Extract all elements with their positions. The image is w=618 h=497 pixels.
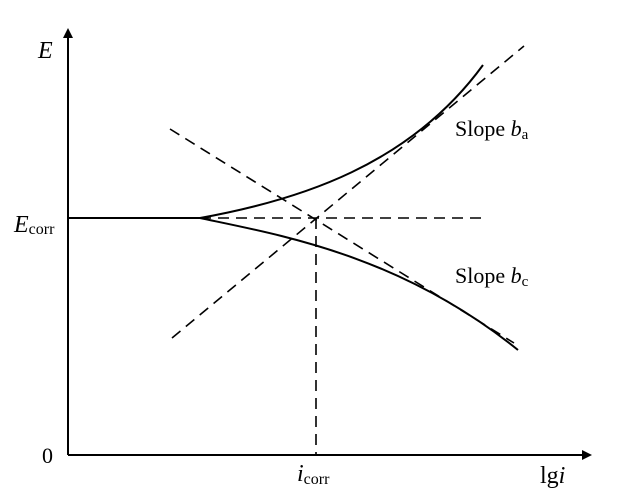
origin-label: 0 (42, 443, 53, 468)
cathodic-slope-label: Slope bc (455, 263, 529, 290)
anodic-slope-label: Slope ba (455, 116, 529, 143)
anodic-tafel-line (171, 45, 525, 339)
x-axis-label: lgi (540, 463, 565, 489)
anodic-curve (199, 64, 484, 219)
cathodic-curve (199, 217, 519, 351)
ecorr-label: Ecorr (13, 212, 55, 238)
cathodic-tafel-line (169, 128, 515, 344)
y-axis-label: E (37, 38, 53, 64)
icorr-label: icorr (297, 461, 330, 488)
